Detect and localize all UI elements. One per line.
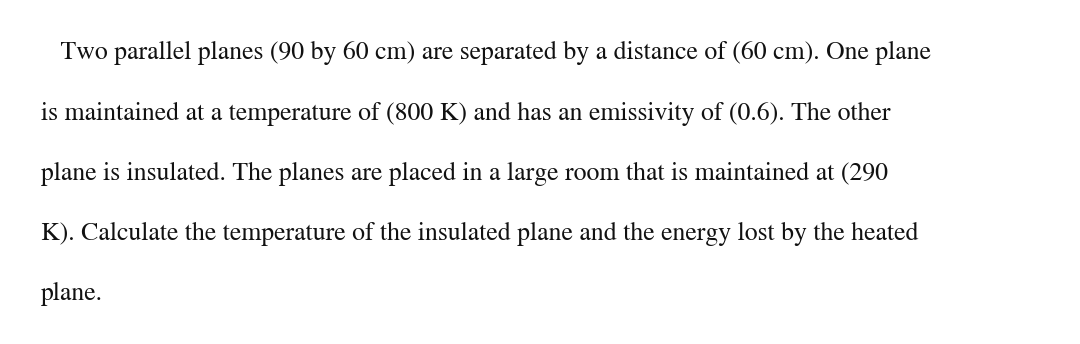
- Text: plane.: plane.: [41, 282, 103, 306]
- Text: plane is insulated. The planes are placed in a large room that is maintained at : plane is insulated. The planes are place…: [41, 162, 888, 186]
- Text: K). Calculate the temperature of the insulated plane and the energy lost by the : K). Calculate the temperature of the ins…: [41, 222, 918, 246]
- Text: is maintained at a temperature of (800 K) and has an emissivity of (0.6). The ot: is maintained at a temperature of (800 K…: [41, 101, 891, 126]
- Text: Two parallel planes (90 by 60 cm) are separated by a distance of (60 cm). One pl: Two parallel planes (90 by 60 cm) are se…: [41, 41, 931, 65]
